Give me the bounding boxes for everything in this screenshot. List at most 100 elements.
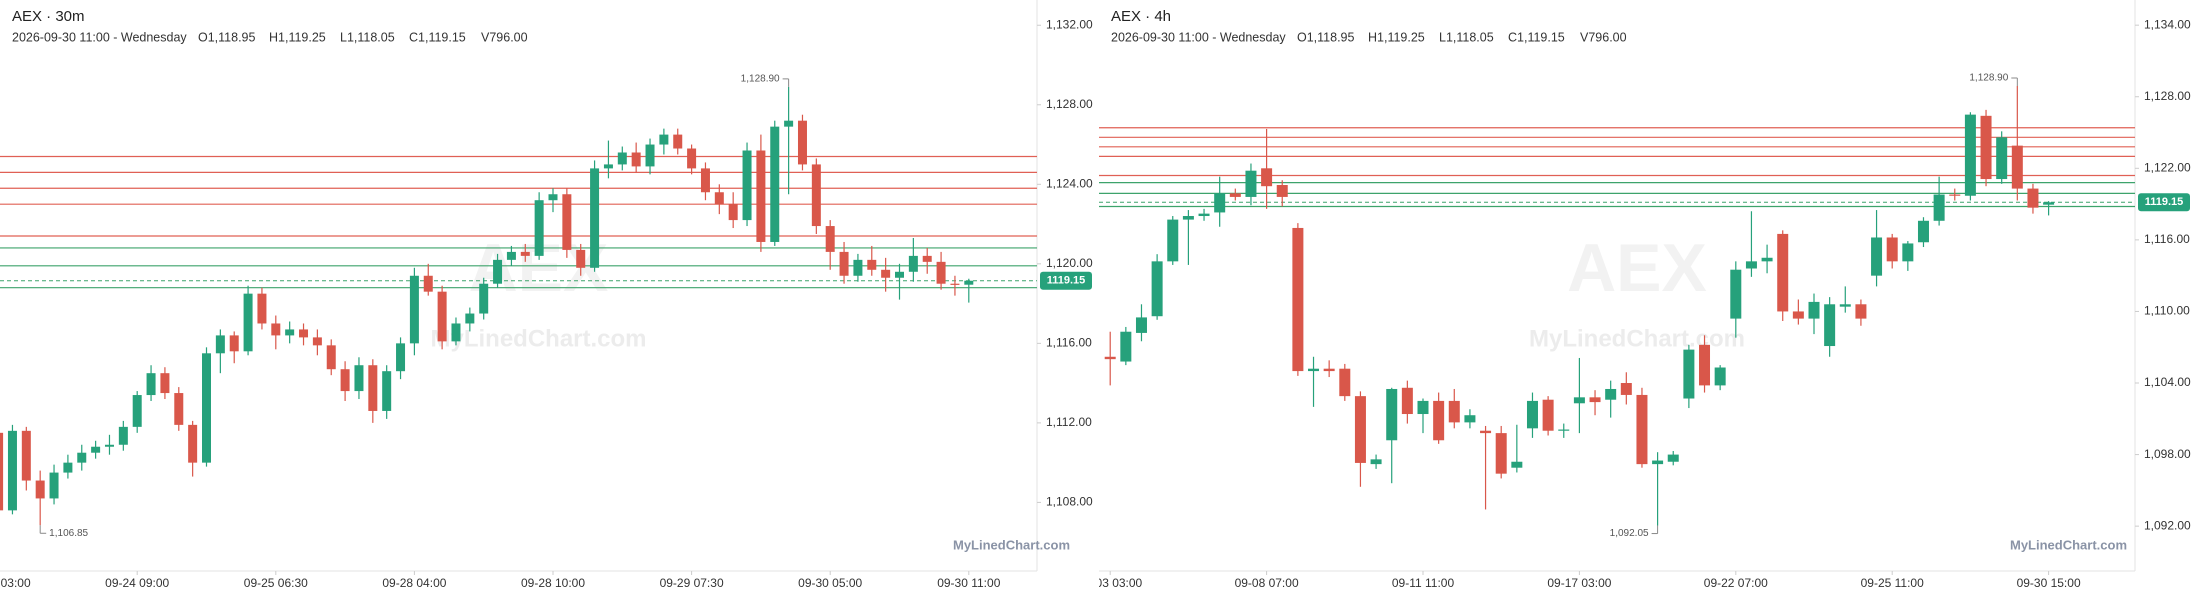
- candle-body: [645, 144, 655, 167]
- ohlc-label: L1,118.05: [1439, 30, 1494, 44]
- chart-panel: AEXMyLinedChart.com1,128.901,106.851,108…: [0, 0, 1093, 590]
- candle-body: [1511, 461, 1523, 468]
- x-tick-label: 09-28 10:00: [521, 576, 585, 590]
- ohlc-label: C1,119.15: [1508, 30, 1565, 44]
- candle-body: [1980, 115, 1992, 180]
- candle-body: [631, 152, 641, 167]
- ohlc-label: V796.00: [1580, 30, 1627, 44]
- x-tick-label: 09-17 03:00: [1547, 576, 1611, 590]
- candle-body: [77, 452, 87, 463]
- watermark-site: MyLinedChart.com: [1529, 325, 1745, 352]
- candle-body: [299, 329, 309, 338]
- candle-body: [1949, 194, 1961, 196]
- y-tick-label: 1,098.00: [2144, 447, 2191, 461]
- candle-body: [603, 164, 613, 169]
- candle-body: [229, 335, 239, 352]
- candle-body: [1120, 331, 1132, 362]
- candle-body: [950, 283, 960, 285]
- candle-body: [617, 152, 627, 165]
- x-tick-label: 09-22 07:00: [1704, 576, 1768, 590]
- candle-body: [1245, 170, 1257, 197]
- candle-body: [1605, 388, 1617, 400]
- candle-body: [562, 194, 572, 250]
- candle-body: [1917, 220, 1929, 243]
- candle-body: [1886, 237, 1898, 262]
- candle-body: [1276, 185, 1288, 197]
- candle-body: [1855, 304, 1867, 319]
- candle-body: [1151, 261, 1163, 317]
- candle-body: [243, 293, 253, 352]
- candle-body: [1933, 194, 1945, 221]
- candle-body: [1964, 114, 1976, 196]
- candle-body: [1480, 430, 1492, 434]
- candle-body: [520, 251, 530, 256]
- candle-body: [1167, 219, 1179, 262]
- y-tick-label: 1,108.00: [1046, 495, 1093, 509]
- candle-body: [895, 271, 904, 278]
- candle-body: [1292, 227, 1304, 372]
- candle-body: [1745, 261, 1757, 269]
- candle-body: [742, 150, 752, 221]
- candle-body: [1135, 317, 1147, 333]
- candle-body: [1417, 400, 1429, 415]
- chart-subtitle: 2026-09-30 11:00 - Wednesday: [1111, 30, 1286, 44]
- candle-body: [811, 164, 821, 227]
- candle-body: [700, 168, 710, 193]
- y-tick-label: 1,128.00: [1046, 97, 1093, 111]
- candle-body: [673, 134, 683, 149]
- candle-body: [1104, 356, 1116, 360]
- y-tick-label: 1,116.00: [2144, 232, 2190, 246]
- candle-body: [714, 192, 724, 205]
- y-tick-label: 1,134.00: [2144, 17, 2191, 31]
- candle-body: [2027, 188, 2039, 208]
- candle-body: [1464, 415, 1476, 423]
- ohlc-label: O1,118.95: [1297, 30, 1355, 44]
- price-badge-label: 1119.15: [2145, 196, 2184, 208]
- ohlc-label: L1,118.05: [340, 30, 395, 44]
- candle-body: [1308, 368, 1320, 372]
- x-tick-label: 09-25 06:30: [244, 576, 308, 590]
- candle-body: [1871, 237, 1883, 276]
- candle-body: [687, 148, 697, 169]
- candle-body: [0, 432, 4, 511]
- candle-body: [202, 353, 211, 463]
- candle-body: [825, 226, 835, 252]
- candle-body: [1761, 257, 1773, 262]
- candle-body: [160, 373, 170, 394]
- candle-body: [881, 269, 891, 278]
- candle-body: [1839, 304, 1851, 307]
- chart-title: AEX · 30m: [12, 8, 85, 25]
- candle-body: [1542, 399, 1554, 431]
- credit: MyLinedChart.com: [2010, 537, 2127, 552]
- candle-body: [215, 335, 225, 354]
- candle-body: [188, 424, 198, 463]
- candle-body: [908, 255, 918, 272]
- y-tick-label: 1,122.00: [2144, 160, 2191, 174]
- candle-body: [1339, 368, 1351, 397]
- candle-body: [839, 251, 849, 276]
- candle-body: [1370, 459, 1382, 465]
- low-label: 1,092.05: [1610, 528, 1649, 539]
- candle-body: [35, 480, 45, 499]
- candle-body: [493, 259, 503, 284]
- candle-body: [590, 168, 600, 268]
- candle-body: [285, 329, 295, 336]
- candle-body: [1730, 269, 1742, 319]
- candle-body: [1824, 304, 1836, 347]
- ohlc-label: O1,118.95: [198, 30, 256, 44]
- chart-panel: AEX MyLinedChart.com 1,128.90 1,092.05 1,092…: [1099, 0, 2191, 590]
- price-badge: [1040, 271, 1092, 290]
- candle-body: [312, 337, 322, 346]
- high-label: 1,128.90: [741, 74, 780, 85]
- y-tick-label: 1,104.00: [2144, 375, 2191, 389]
- x-tick-label: 09-30 11:00: [937, 576, 1000, 590]
- candle-body: [1323, 368, 1335, 372]
- candle-body: [118, 426, 128, 445]
- x-tick-label: 09-30 05:00: [798, 576, 862, 590]
- candle-body: [479, 283, 489, 314]
- x-tick-label: 09-28 04:00: [382, 576, 446, 590]
- y-tick-label: 1,110.00: [2144, 304, 2190, 318]
- ohlc-label: V796.00: [481, 30, 528, 44]
- candle-body: [396, 343, 406, 372]
- candle-body: [534, 200, 544, 256]
